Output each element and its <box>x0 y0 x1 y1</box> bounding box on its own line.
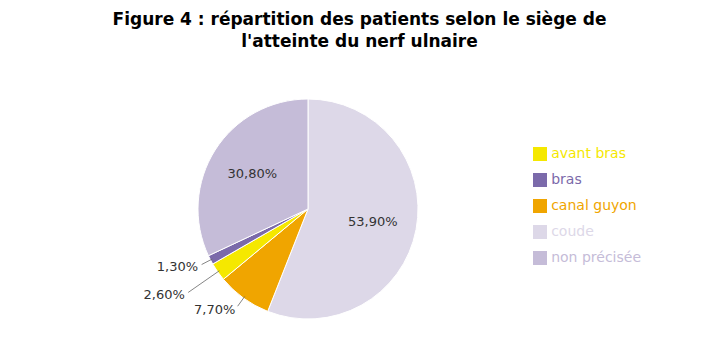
html-text:avant bras: avant bras <box>551 144 626 161</box>
svg-text:2,60%: 2,60% <box>144 287 185 302</box>
svg-text:53,90%: 53,90% <box>348 214 398 229</box>
html-text:non précisée: non précisée <box>551 248 641 265</box>
html-text:bras: bras <box>551 170 582 187</box>
html-text:canal guyon: canal guyon <box>551 196 637 213</box>
html-text:coude: coude <box>551 222 594 239</box>
svg-text:1,30%: 1,30% <box>157 259 198 274</box>
svg-text:7,70%: 7,70% <box>194 302 235 317</box>
svg-text:30,80%: 30,80% <box>228 166 278 181</box>
html-text:Figure 4 : répartition des pat: Figure 4 : répartition des patients selo… <box>112 9 607 51</box>
